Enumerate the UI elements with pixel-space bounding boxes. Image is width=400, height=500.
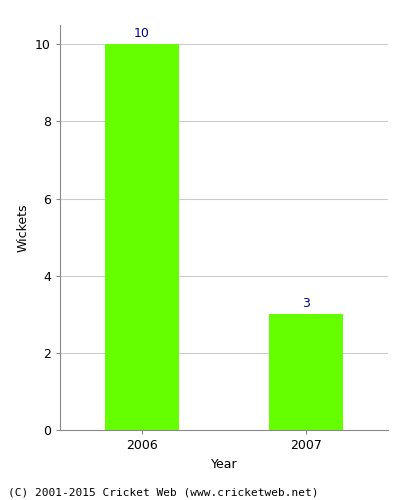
Text: 10: 10 — [134, 28, 150, 40]
X-axis label: Year: Year — [211, 458, 237, 470]
Text: 3: 3 — [302, 298, 310, 310]
Y-axis label: Wickets: Wickets — [16, 203, 30, 252]
Bar — [269, 314, 343, 430]
Text: (C) 2001-2015 Cricket Web (www.cricketweb.net): (C) 2001-2015 Cricket Web (www.cricketwe… — [8, 488, 318, 498]
Bar — [105, 44, 179, 430]
